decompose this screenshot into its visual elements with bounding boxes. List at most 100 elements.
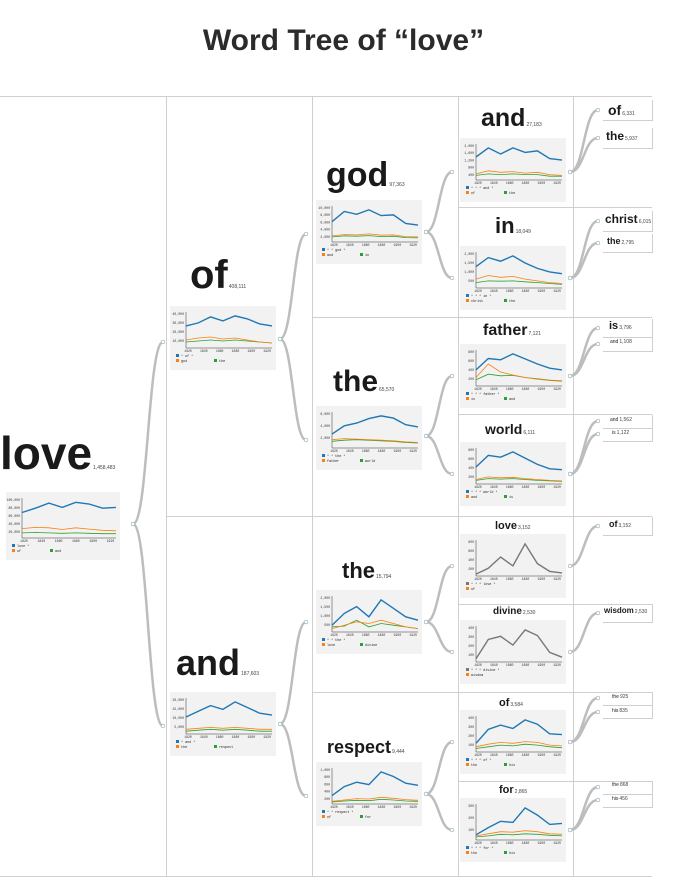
node-word-father[interactable]: father7,121	[483, 323, 541, 339]
series-line	[331, 771, 419, 797]
node-chart-and: 20,000 15,000 10,000 5,000 1820 1840 1860 1880 1…	[170, 692, 276, 756]
node-label: of	[499, 697, 510, 709]
series-line	[21, 532, 116, 535]
x-tick-label: 1820	[474, 577, 482, 581]
x-tick-label: 1900	[393, 243, 401, 247]
legend-label: father	[327, 459, 339, 464]
node-word-world[interactable]: world6,111	[485, 422, 535, 436]
connector-line	[569, 241, 599, 280]
node-word-god[interactable]: god97,363	[326, 158, 405, 192]
leaf-word[interactable]: wisdom2,530	[604, 607, 647, 615]
legend-label: * and *	[181, 740, 195, 745]
node-word-the[interactable]: the65,570	[333, 367, 394, 397]
node-word-and[interactable]: and27,183	[481, 106, 542, 131]
y-tick-label: 800	[468, 166, 474, 170]
connector-line	[131, 340, 165, 526]
connector-dot	[595, 784, 601, 790]
x-tick-label: 1900	[537, 485, 545, 489]
leaf-box	[603, 211, 653, 232]
y-tick-label: 5,000	[174, 725, 184, 729]
leaf-word[interactable]: the925	[612, 695, 628, 700]
series-line	[475, 478, 563, 482]
x-tick-label: 1820	[474, 841, 482, 845]
leaf-word[interactable]: is1,122	[612, 431, 629, 436]
legend-label: for	[365, 815, 371, 820]
connector-dot	[423, 791, 429, 797]
node-chart-god: 10,000 8,000 6,000 4,000 2,000 1820 1840 1860 18…	[316, 200, 422, 264]
node-chart-love: 100,000 80,000 60,000 40,000 20,000 1820 1840 1…	[6, 492, 120, 560]
node-label: god	[326, 156, 389, 194]
leaf-word[interactable]: the2,795	[607, 237, 634, 246]
node-label: world	[485, 421, 523, 437]
connector-dot	[595, 797, 601, 803]
legend-label: of	[327, 815, 331, 820]
leaf-label: wisdom	[604, 606, 634, 615]
leaf-label: the	[612, 782, 619, 788]
leaf-word[interactable]: the868	[612, 783, 628, 788]
x-tick-label: 1840	[346, 243, 354, 247]
legend-swatch	[466, 846, 469, 849]
legend-swatch	[466, 763, 469, 766]
leaf-word[interactable]: his456	[612, 797, 628, 802]
node-count: 3,152	[518, 525, 531, 531]
legend-label: respect	[219, 745, 233, 750]
connector-dot	[567, 739, 573, 745]
leaf-word[interactable]: christ6,015	[605, 213, 651, 225]
node-word-of[interactable]: of408,111	[190, 255, 246, 295]
legend-label: * * * love *	[471, 582, 495, 587]
node-word-respect[interactable]: respect9,444	[327, 738, 405, 756]
leaf-count: 6,015	[638, 219, 652, 225]
series-line	[475, 476, 563, 482]
x-tick-label: 1880	[522, 841, 530, 845]
x-tick-label: 1820	[474, 753, 482, 757]
connector-dot	[449, 563, 455, 569]
y-tick-label: 600	[468, 359, 474, 363]
series-line	[475, 170, 563, 176]
y-tick-label: 2,000	[320, 235, 330, 239]
series-line	[475, 255, 563, 275]
y-tick-label: 200	[468, 377, 474, 381]
x-tick-label: 1820	[330, 449, 338, 453]
x-tick-label: 1920	[553, 753, 561, 757]
node-word-the[interactable]: the15,794	[342, 560, 391, 582]
leaf-word[interactable]: his835	[612, 709, 628, 714]
series-line	[475, 353, 563, 371]
leaf-word[interactable]: is3,796	[609, 321, 632, 332]
node-label: the	[342, 558, 375, 583]
node-word-and[interactable]: and187,603	[176, 645, 259, 681]
row-divider	[458, 781, 652, 782]
series-line	[475, 743, 563, 749]
connector-dot	[595, 418, 601, 424]
leaf-box	[603, 781, 653, 795]
mini-chart: 20,000 15,000 10,000 5,000 1820 1840 1860 1880 1…	[173, 698, 273, 750]
legend-swatch	[214, 359, 217, 362]
x-tick-label: 1920	[553, 387, 561, 391]
node-word-of[interactable]: of3,584	[499, 698, 523, 709]
node-word-love[interactable]: love1,458,483	[0, 430, 115, 476]
leaf-word[interactable]: of6,331	[608, 103, 635, 117]
x-tick-label: 1860	[362, 243, 370, 247]
y-tick-label: 100	[468, 743, 474, 747]
legend-swatch	[504, 191, 507, 194]
connector-dot	[303, 619, 309, 625]
leaf-word[interactable]: the5,937	[606, 130, 638, 142]
x-tick-label: 1920	[553, 485, 561, 489]
leaf-word[interactable]: of3,152	[609, 520, 631, 529]
node-word-for[interactable]: for2,865	[499, 785, 527, 796]
y-tick-label: 400	[468, 626, 474, 630]
x-tick-label: 1840	[490, 753, 498, 757]
node-word-divine[interactable]: divine2,530	[493, 607, 535, 617]
leaf-box	[603, 337, 653, 352]
x-tick-label: 1840	[490, 387, 498, 391]
leaf-word[interactable]: and1,108	[610, 340, 632, 345]
leaf-count: 1,122	[616, 430, 630, 436]
row-divider	[312, 692, 652, 693]
x-tick-label: 1880	[378, 805, 386, 809]
leaf-word[interactable]: and1,562	[610, 418, 632, 423]
node-word-in[interactable]: in18,049	[495, 215, 531, 237]
legend-label: of	[471, 191, 475, 196]
node-count: 9,444	[392, 749, 405, 755]
node-word-love[interactable]: love3,152	[495, 521, 531, 532]
y-tick-label: 1,600	[464, 151, 474, 155]
leaf-box	[603, 692, 653, 706]
